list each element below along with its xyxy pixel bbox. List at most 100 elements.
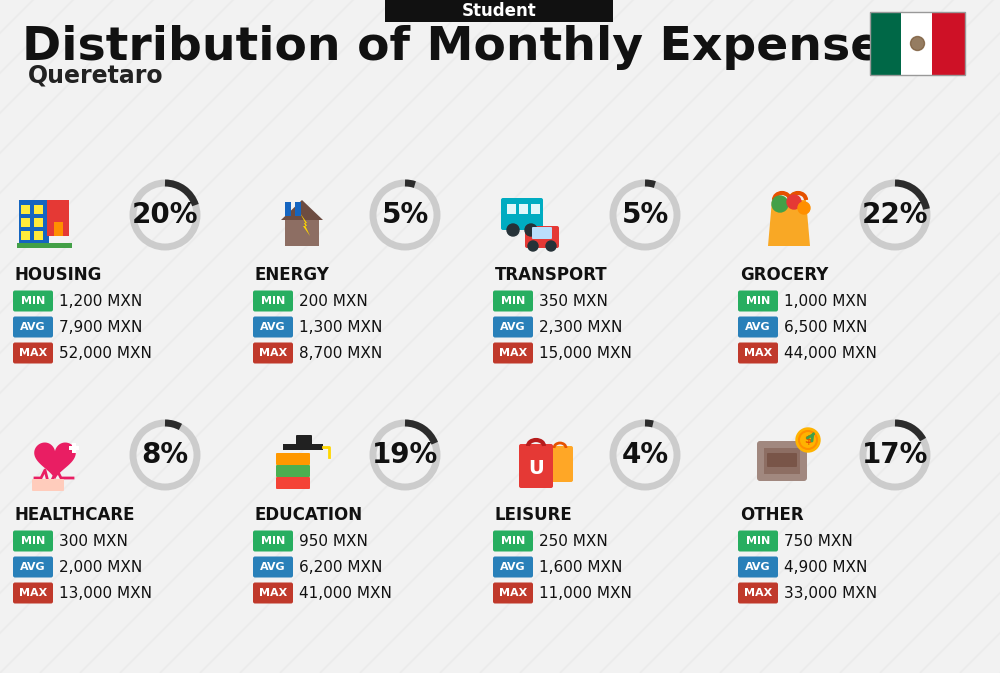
FancyBboxPatch shape	[13, 557, 53, 577]
FancyBboxPatch shape	[738, 530, 778, 551]
Text: 1,300 MXN: 1,300 MXN	[299, 320, 382, 334]
Text: MAX: MAX	[744, 588, 772, 598]
FancyBboxPatch shape	[932, 12, 965, 75]
Text: 4%: 4%	[621, 441, 669, 469]
FancyBboxPatch shape	[738, 291, 778, 312]
FancyBboxPatch shape	[253, 557, 293, 577]
FancyBboxPatch shape	[21, 231, 30, 240]
Text: 44,000 MXN: 44,000 MXN	[784, 345, 877, 361]
FancyBboxPatch shape	[493, 557, 533, 577]
FancyBboxPatch shape	[276, 477, 310, 489]
FancyBboxPatch shape	[276, 453, 310, 465]
Text: 19%: 19%	[372, 441, 438, 469]
Text: EDUCATION: EDUCATION	[255, 506, 363, 524]
Text: MAX: MAX	[499, 348, 527, 358]
Text: 13,000 MXN: 13,000 MXN	[59, 586, 152, 600]
Text: Student: Student	[462, 2, 536, 20]
FancyBboxPatch shape	[13, 343, 53, 363]
Text: LEISURE: LEISURE	[495, 506, 573, 524]
FancyBboxPatch shape	[34, 218, 43, 227]
FancyBboxPatch shape	[253, 316, 293, 337]
FancyBboxPatch shape	[296, 435, 312, 445]
FancyBboxPatch shape	[13, 583, 53, 604]
Text: 41,000 MXN: 41,000 MXN	[299, 586, 392, 600]
Text: HEALTHCARE: HEALTHCARE	[15, 506, 136, 524]
Text: 20%: 20%	[132, 201, 198, 229]
FancyBboxPatch shape	[531, 204, 540, 214]
Text: 8%: 8%	[141, 441, 189, 469]
Text: 52,000 MXN: 52,000 MXN	[59, 345, 152, 361]
FancyBboxPatch shape	[54, 222, 63, 236]
FancyBboxPatch shape	[385, 0, 613, 22]
Text: 950 MXN: 950 MXN	[299, 534, 368, 548]
FancyBboxPatch shape	[532, 227, 552, 239]
Text: 1,600 MXN: 1,600 MXN	[539, 559, 622, 575]
Text: MAX: MAX	[259, 348, 287, 358]
Text: MAX: MAX	[499, 588, 527, 598]
FancyBboxPatch shape	[501, 198, 543, 230]
Text: MIN: MIN	[261, 536, 285, 546]
Text: 6,200 MXN: 6,200 MXN	[299, 559, 382, 575]
Circle shape	[546, 241, 556, 251]
FancyBboxPatch shape	[253, 343, 293, 363]
FancyBboxPatch shape	[34, 205, 43, 214]
Text: 6,500 MXN: 6,500 MXN	[784, 320, 867, 334]
Text: AVG: AVG	[745, 562, 771, 572]
Text: ENERGY: ENERGY	[255, 266, 330, 284]
Text: MAX: MAX	[259, 588, 287, 598]
FancyBboxPatch shape	[738, 316, 778, 337]
Text: MAX: MAX	[19, 588, 47, 598]
Circle shape	[787, 195, 801, 209]
Polygon shape	[34, 443, 76, 480]
Text: $: $	[804, 435, 812, 445]
Text: 22%: 22%	[862, 201, 928, 229]
FancyBboxPatch shape	[47, 200, 69, 236]
Text: AVG: AVG	[500, 322, 526, 332]
FancyBboxPatch shape	[21, 205, 30, 214]
Text: 8,700 MXN: 8,700 MXN	[299, 345, 382, 361]
FancyBboxPatch shape	[295, 202, 301, 216]
FancyBboxPatch shape	[519, 444, 553, 488]
FancyBboxPatch shape	[493, 583, 533, 604]
Text: Queretaro: Queretaro	[28, 63, 164, 87]
FancyBboxPatch shape	[738, 557, 778, 577]
Text: HOUSING: HOUSING	[15, 266, 102, 284]
FancyBboxPatch shape	[32, 479, 64, 491]
FancyBboxPatch shape	[507, 204, 516, 214]
Circle shape	[910, 36, 924, 50]
FancyBboxPatch shape	[493, 530, 533, 551]
Text: GROCERY: GROCERY	[740, 266, 828, 284]
FancyBboxPatch shape	[738, 583, 778, 604]
Text: 11,000 MXN: 11,000 MXN	[539, 586, 632, 600]
Text: MIN: MIN	[21, 296, 45, 306]
FancyBboxPatch shape	[764, 448, 800, 474]
FancyBboxPatch shape	[525, 226, 559, 248]
Text: AVG: AVG	[20, 322, 46, 332]
Circle shape	[772, 196, 788, 212]
FancyBboxPatch shape	[69, 446, 79, 450]
FancyBboxPatch shape	[493, 343, 533, 363]
FancyBboxPatch shape	[285, 220, 319, 246]
Text: OTHER: OTHER	[740, 506, 804, 524]
Text: MIN: MIN	[261, 296, 285, 306]
Text: 300 MXN: 300 MXN	[59, 534, 128, 548]
Polygon shape	[300, 213, 310, 236]
Polygon shape	[768, 200, 810, 246]
FancyBboxPatch shape	[276, 465, 310, 477]
Text: 33,000 MXN: 33,000 MXN	[784, 586, 877, 600]
Text: U: U	[528, 458, 544, 478]
FancyBboxPatch shape	[13, 316, 53, 337]
FancyBboxPatch shape	[901, 12, 932, 75]
FancyBboxPatch shape	[493, 316, 533, 337]
Circle shape	[796, 428, 820, 452]
Text: TRANSPORT: TRANSPORT	[495, 266, 608, 284]
Text: 17%: 17%	[862, 441, 928, 469]
FancyBboxPatch shape	[757, 441, 807, 481]
Text: MIN: MIN	[501, 536, 525, 546]
FancyBboxPatch shape	[547, 446, 573, 482]
FancyBboxPatch shape	[285, 202, 291, 216]
Text: 4,900 MXN: 4,900 MXN	[784, 559, 867, 575]
Polygon shape	[281, 200, 323, 220]
Text: 7,900 MXN: 7,900 MXN	[59, 320, 142, 334]
Text: MIN: MIN	[746, 296, 770, 306]
